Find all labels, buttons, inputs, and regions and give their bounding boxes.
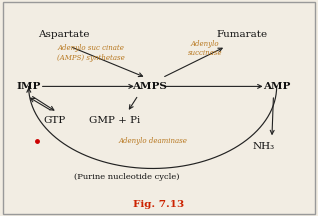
- Text: Aspartate: Aspartate: [38, 30, 89, 39]
- Text: GTP: GTP: [43, 116, 65, 125]
- Text: NH₃: NH₃: [253, 142, 275, 151]
- Text: GMP + Pi: GMP + Pi: [89, 116, 140, 125]
- Text: IMP: IMP: [17, 82, 41, 91]
- Text: AMP: AMP: [263, 82, 290, 91]
- Text: Adenylo deaminase: Adenylo deaminase: [118, 137, 187, 146]
- FancyBboxPatch shape: [3, 2, 315, 214]
- Text: Fig. 7.13: Fig. 7.13: [134, 200, 184, 209]
- Text: Adenylo
succinase: Adenylo succinase: [188, 40, 222, 57]
- Text: Fumarate: Fumarate: [216, 30, 267, 39]
- Text: Adenylo suc cinate
(AMPS) synthetase: Adenylo suc cinate (AMPS) synthetase: [57, 44, 125, 62]
- Text: AMPS: AMPS: [132, 82, 167, 91]
- Text: (Purine nucleotide cycle): (Purine nucleotide cycle): [74, 173, 180, 181]
